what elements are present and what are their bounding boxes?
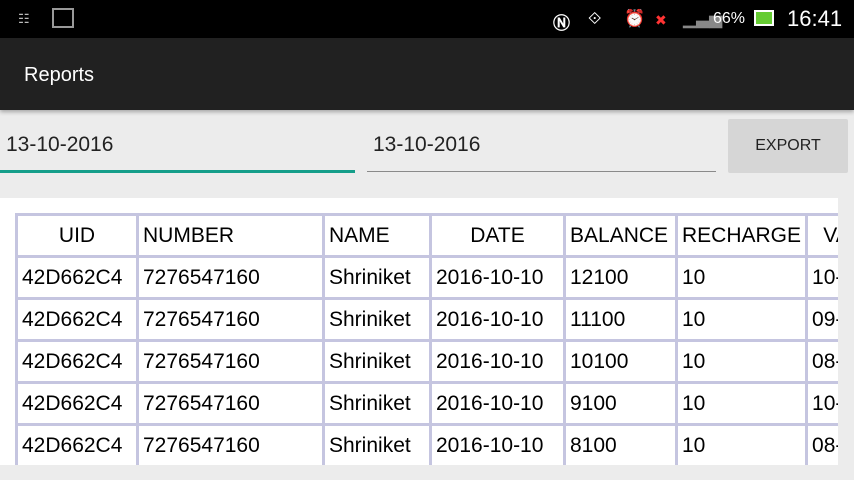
cell-balance: 10100 — [563, 339, 678, 384]
cell-uid: 42D662C4 — [15, 381, 139, 426]
cell-name: Shriniket — [322, 297, 432, 342]
column-header-uid: UID — [15, 213, 139, 258]
to-date-field[interactable]: 13-10-2016 — [367, 125, 716, 172]
signal-icon: ▁▃▅ — [683, 9, 723, 28]
cell-va: 08- — [805, 423, 838, 465]
column-header-balance: BALANCE — [563, 213, 678, 258]
table-row[interactable]: 42D662C4 7276547160 Shriniket 2016-10-10 121… — [15, 255, 838, 300]
cell-name: Shriniket — [322, 423, 432, 465]
screen-rotate-icon: ⟐ — [588, 9, 602, 28]
battery-text: 66% — [713, 10, 746, 27]
table-row[interactable]: 42D662C4 7276547160 Shriniket 2016-10-10 101… — [15, 339, 838, 384]
status-bar: ☷ Ⓝ ⟐ ⏰ ✖ ▁▃▅ 66% 16:41 — [0, 0, 854, 38]
page-title: Reports — [24, 64, 95, 86]
column-header-recharge: RECHARGE — [674, 213, 809, 258]
cell-date: 2016-10-10 — [429, 255, 566, 300]
battery-charging-icon — [754, 10, 774, 26]
cell-name: Shriniket — [322, 381, 432, 426]
cell-date: 2016-10-10 — [429, 381, 566, 426]
cell-balance: 9100 — [563, 381, 678, 426]
alarm-icon: ⏰ — [624, 9, 646, 28]
cell-name: Shriniket — [322, 339, 432, 384]
export-button[interactable]: EXPORT — [728, 119, 848, 173]
table-header-row: UID NUMBER NAME DATE BALANCE RECHARGE VA — [15, 213, 838, 258]
cell-va: 10- — [805, 381, 838, 426]
column-header-number: NUMBER — [136, 213, 325, 258]
cell-va: 10- — [805, 255, 838, 300]
cell-balance: 8100 — [563, 423, 678, 465]
cell-uid: 42D662C4 — [15, 423, 139, 465]
sim-missing-icon: ✖ — [655, 12, 667, 28]
notification-list-icon: ☷ — [18, 11, 30, 26]
cell-number: 7276547160 — [136, 339, 325, 384]
cell-va: 09- — [805, 297, 838, 342]
app-bar: Reports — [0, 38, 854, 110]
cell-uid: 42D662C4 — [15, 297, 139, 342]
cell-recharge: 10 — [674, 339, 809, 384]
report-table-container[interactable]: UID NUMBER NAME DATE BALANCE RECHARGE VA… — [0, 198, 838, 465]
cell-number: 7276547160 — [136, 255, 325, 300]
report-table: UID NUMBER NAME DATE BALANCE RECHARGE VA… — [15, 213, 838, 465]
table-row[interactable]: 42D662C4 7276547160 Shriniket 2016-10-10 111… — [15, 297, 838, 342]
clock: 16:41 — [787, 6, 843, 31]
table-row[interactable]: 42D662C4 7276547160 Shriniket 2016-10-10 810… — [15, 423, 838, 465]
column-header-name: NAME — [322, 213, 432, 258]
cell-va: 08- — [805, 339, 838, 384]
cell-name: Shriniket — [322, 255, 432, 300]
cell-balance: 11100 — [563, 297, 678, 342]
cell-number: 7276547160 — [136, 297, 325, 342]
cell-balance: 12100 — [563, 255, 678, 300]
cell-recharge: 10 — [674, 423, 809, 465]
nfc-icon: Ⓝ — [553, 14, 570, 33]
table-row[interactable]: 42D662C4 7276547160 Shriniket 2016-10-10 910… — [15, 381, 838, 426]
cell-date: 2016-10-10 — [429, 297, 566, 342]
cell-recharge: 10 — [674, 255, 809, 300]
column-header-date: DATE — [429, 213, 566, 258]
cell-recharge: 10 — [674, 381, 809, 426]
from-date-field[interactable]: 13-10-2016 — [0, 125, 355, 173]
gallery-icon — [52, 8, 74, 28]
cell-number: 7276547160 — [136, 381, 325, 426]
cell-uid: 42D662C4 — [15, 339, 139, 384]
column-header-va: VA — [805, 213, 838, 258]
cell-number: 7276547160 — [136, 423, 325, 465]
cell-recharge: 10 — [674, 297, 809, 342]
cell-date: 2016-10-10 — [429, 423, 566, 465]
cell-date: 2016-10-10 — [429, 339, 566, 384]
cell-uid: 42D662C4 — [15, 255, 139, 300]
